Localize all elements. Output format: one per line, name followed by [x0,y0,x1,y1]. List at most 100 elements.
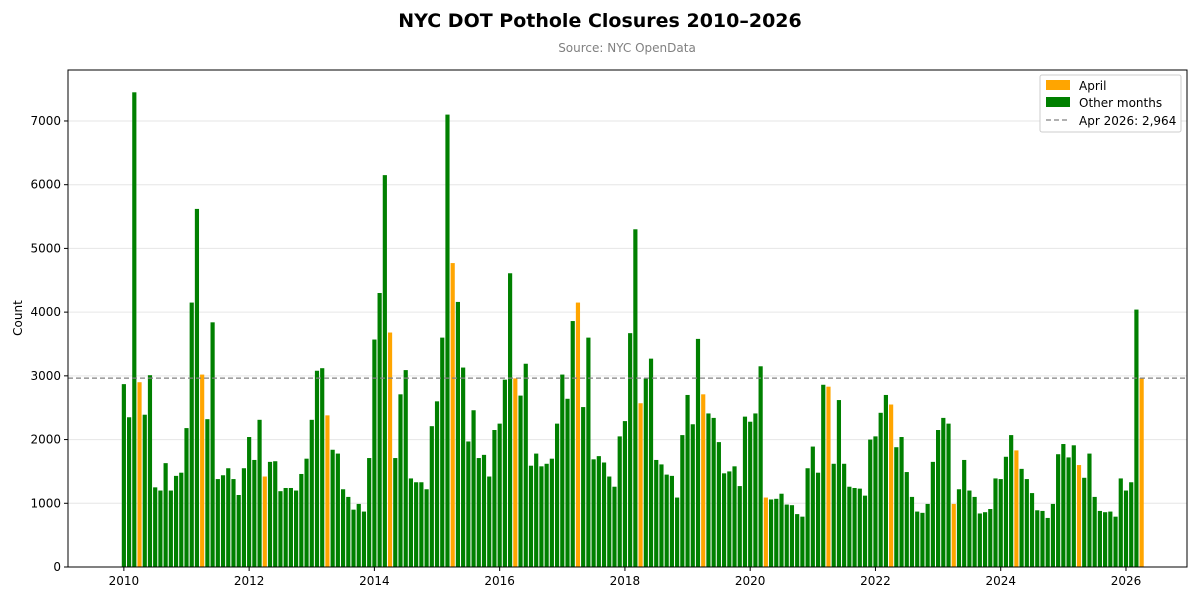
bar [591,459,596,567]
bar [544,463,549,567]
x-tick-label: 2020 [735,574,766,588]
bar [1061,444,1066,567]
bar [408,478,414,567]
bar [1092,496,1097,567]
bar [335,453,340,567]
bar [492,430,497,567]
bar [440,337,445,567]
bar [257,419,262,567]
y-tick-label: 4000 [30,305,61,319]
bar [1118,478,1123,567]
bar [445,114,450,567]
x-axis-ticks: 2010 2012 2014 2016 2018 2020 2022 2024 2026 [109,567,1142,588]
bar [941,417,946,567]
bar [800,516,805,567]
bar [481,454,487,567]
bar [356,503,361,567]
bar [936,430,941,567]
bar [680,435,685,567]
bar [283,487,288,567]
bar [1024,479,1029,567]
bar [930,461,935,567]
bar [617,436,622,567]
chart-subtitle: Source: NYC OpenData [558,41,696,55]
bar [789,505,795,567]
bar [1076,465,1082,567]
bar [1113,516,1118,567]
bar [763,497,768,567]
bar [638,403,643,567]
bar [842,463,847,567]
bar [868,439,873,567]
bar [784,504,789,567]
bar [241,468,247,567]
bar [810,446,815,567]
bar [1035,510,1040,567]
bar [215,479,220,567]
bar [774,498,779,567]
bar [862,495,868,567]
bar [330,449,335,567]
bar [722,473,727,567]
bar [1050,503,1056,567]
bar [367,458,372,567]
bar [795,514,800,567]
bar [967,490,972,567]
bar [753,413,758,567]
legend-label-reference-line: Apr 2026: 2,964 [1079,114,1176,128]
bar [252,459,257,567]
bar [805,468,810,567]
bar [732,466,737,567]
bar [1019,468,1024,567]
bar [565,398,570,567]
bar [831,463,836,567]
bar [528,465,534,567]
bar [575,302,581,567]
bar [1097,510,1102,567]
bar [497,423,502,567]
bar [622,421,628,567]
bar [247,437,252,567]
bar [137,382,142,567]
bar [815,472,821,567]
bar [607,476,612,567]
bar [340,489,346,567]
bar [706,413,711,567]
bar [414,482,419,567]
bar [549,458,554,567]
bar [669,475,674,567]
bar [487,476,492,567]
bar [273,461,278,567]
bar [628,333,633,567]
bar [946,423,951,567]
bar [539,466,544,567]
bar [1014,450,1019,567]
bar [742,416,748,567]
bar [826,386,831,567]
bar [581,407,586,567]
bar [1045,517,1050,567]
bar [189,302,194,567]
bar [387,332,393,567]
x-tick-label: 2012 [234,574,265,588]
bar [1029,493,1035,567]
bar [163,463,168,567]
bar [184,428,189,567]
bar [899,437,904,567]
bar [612,486,617,567]
bar [476,458,481,567]
bars-layer [121,92,1144,568]
bar [226,468,231,567]
bar [748,421,753,567]
bar [904,472,909,567]
bar [372,339,377,567]
bar [377,293,382,567]
bar [659,464,664,567]
bar [173,475,179,567]
bar [132,92,137,568]
y-tick-label: 2000 [30,433,61,447]
bar [1056,454,1061,567]
bar [857,488,862,567]
x-tick-label: 2026 [1111,574,1142,588]
